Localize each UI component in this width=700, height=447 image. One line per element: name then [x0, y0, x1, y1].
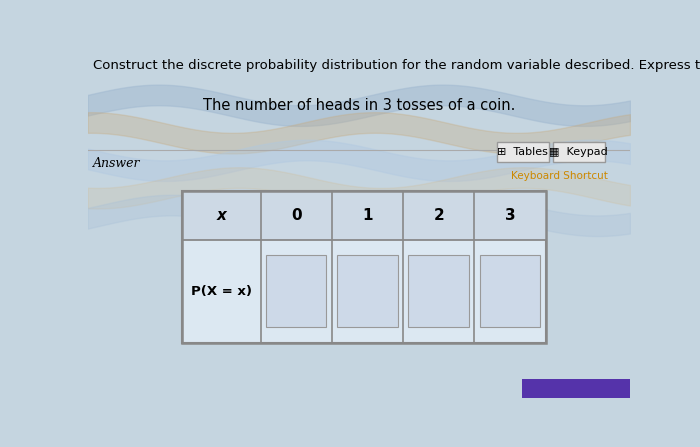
Bar — [337, 255, 398, 327]
Bar — [497, 142, 549, 162]
Bar — [522, 379, 630, 398]
Text: Answer: Answer — [93, 157, 141, 170]
Text: 1: 1 — [362, 208, 372, 223]
Text: Keyboard Shortcut: Keyboard Shortcut — [511, 171, 608, 181]
Text: The number of heads in 3 tosses of a coin.: The number of heads in 3 tosses of a coi… — [202, 98, 515, 114]
Bar — [553, 142, 605, 162]
Bar — [183, 191, 546, 343]
Bar — [409, 255, 469, 327]
Text: 2: 2 — [433, 208, 444, 223]
Bar — [183, 191, 546, 343]
Text: 0: 0 — [291, 208, 302, 223]
Bar — [480, 255, 540, 327]
Text: ⊞  Tables: ⊞ Tables — [498, 147, 548, 157]
Bar — [183, 191, 546, 240]
Text: 3: 3 — [505, 208, 515, 223]
Bar — [266, 255, 326, 327]
Text: Construct the discrete probability distribution for the random variable describe: Construct the discrete probability distr… — [93, 59, 700, 72]
Text: ▦  Keypad: ▦ Keypad — [550, 147, 608, 157]
Text: x: x — [216, 208, 226, 223]
Text: P(X = x): P(X = x) — [191, 285, 252, 298]
